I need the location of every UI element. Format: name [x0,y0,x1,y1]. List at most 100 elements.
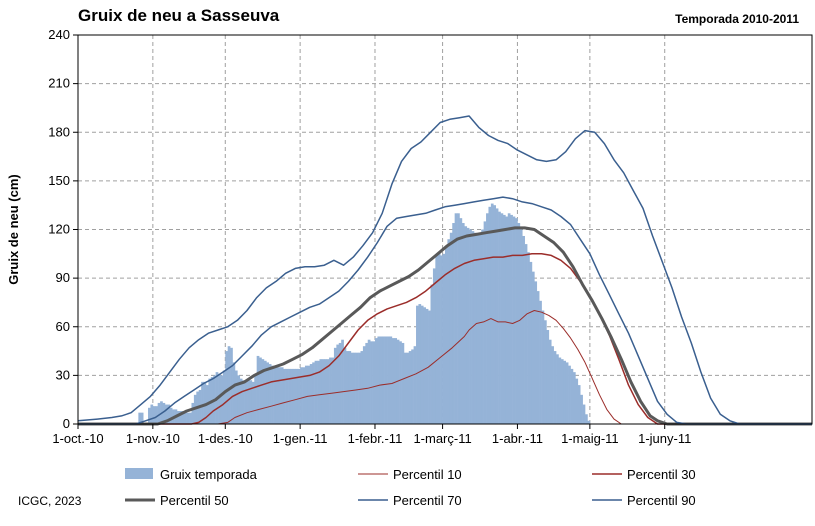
season-bar [329,357,332,424]
season-bar [346,351,349,424]
season-bar [307,365,311,424]
season-bar [266,362,270,424]
season-bar [577,385,581,424]
season-bar [167,404,171,424]
season-bar [244,380,248,424]
season-bar [423,307,426,424]
y-tick-label: 210 [48,76,70,91]
season-bar [288,368,291,424]
season-bar [261,359,265,424]
season-bar [292,368,296,424]
credit-label: ICGC, 2023 [18,494,82,508]
season-bar [184,412,187,424]
season-bar [321,359,325,424]
season-bar [155,406,158,424]
y-tick-label: 150 [48,173,70,188]
season-bar [218,373,221,424]
season-bar [391,338,395,424]
season-bar [459,218,463,424]
season-bar [247,380,250,424]
season-bar [283,368,286,424]
season-bar [186,412,190,424]
season-bar [374,338,378,424]
season-bar [534,281,538,424]
season-bar [430,284,434,424]
season-bar [319,359,323,424]
season-bar [483,221,487,424]
season-bar [490,203,494,424]
season-bar [377,336,381,424]
season-bar [140,412,144,424]
season-bar [447,239,451,424]
season-bar [251,381,255,424]
season-bar [302,367,306,424]
season-bar [365,342,369,424]
season-bar [343,347,347,424]
season-bar [515,218,518,424]
y-tick-label: 240 [48,27,70,42]
season-bar [232,362,236,424]
season-bar [541,310,545,424]
season-bar [268,364,272,424]
legend-swatch-season [125,468,153,479]
season-bar [570,368,574,424]
axes: 0 30 60 90 120 150 180 210 240 1-oct.-10 1-nov.-10… [6,27,813,446]
season-bar [488,206,492,424]
season-bar [191,402,195,424]
season-bar [420,305,424,424]
season-bar [355,352,359,424]
season-bar [580,394,583,424]
season-bar [249,380,253,424]
season-bar [150,404,154,424]
season-bar [539,300,542,424]
season-bar [476,234,480,424]
season-bar [466,227,470,424]
season-bar [237,375,241,424]
season-bar [263,360,267,424]
legend-label-p10: Percentil 10 [393,467,462,482]
y-tick-label: 90 [56,270,70,285]
season-bar [201,381,204,424]
season-bar [326,359,330,424]
percentile-lines [77,115,812,426]
season-bar [406,352,410,424]
season-bar [560,359,564,424]
season-bar [271,365,274,424]
legend-label-p50: Percentil 50 [160,493,229,508]
season-bar [309,364,313,424]
season-bar [304,365,308,424]
season-bar [558,357,562,424]
season-bar [203,381,207,424]
season-bar [553,351,557,424]
season-bar [336,344,340,424]
season-bar [297,368,301,424]
season-bar [522,235,525,424]
season-bar [362,346,366,424]
season-bar [295,368,299,424]
season-bar [273,365,277,424]
series-line-p70 [78,196,812,425]
season-bar [478,232,482,424]
season-bar [481,229,484,424]
season-bar [353,352,356,424]
season-bar [239,378,243,424]
season-bar [256,355,260,424]
season-bar [372,341,376,424]
season-bar [517,223,521,424]
season-bar [324,359,327,424]
season-bar [418,304,422,424]
season-bar [162,402,166,424]
legend-label-p90: Percentil 90 [627,493,696,508]
season-bar [387,336,390,424]
season-bar [290,368,294,424]
season-bar [471,231,475,424]
legend-label-p30: Percentil 30 [627,467,696,482]
season-bar [176,411,180,424]
x-tick-label: 1-abr.-11 [492,431,543,446]
season-bar [382,336,385,424]
season-bar [454,213,458,424]
season-bar [152,406,156,424]
season-bar [502,214,506,424]
season-label: Temporada 2010-2011 [675,12,799,26]
